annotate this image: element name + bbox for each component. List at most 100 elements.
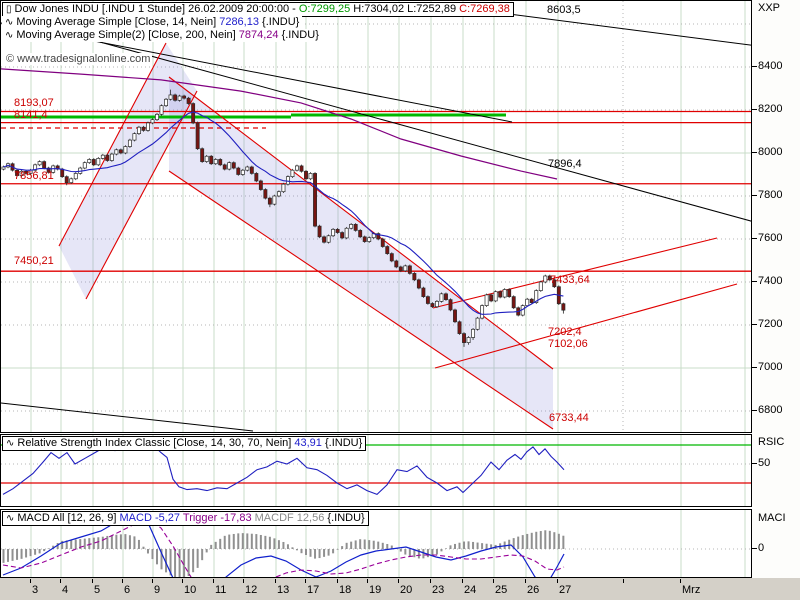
red-trendline — [168, 170, 554, 430]
instrument-title: Dow Jones INDU [.INDU 1 Stunde] 26.02.20… — [14, 3, 296, 15]
time-tick-mark — [525, 579, 526, 583]
red-trendline — [432, 237, 718, 309]
candle-body — [398, 266, 403, 272]
open-value: O:7299,25 — [298, 3, 351, 15]
ma-14-line — [3, 111, 564, 315]
candle-body — [326, 235, 331, 243]
right-price-axis[interactable]: XXP 8400 8200 8000 7800 7600 7400 7200 7000 6800… — [752, 0, 800, 578]
ma-slow-legend[interactable]: ∿ Moving Average Simple(2) [Close, 200, N… — [2, 29, 322, 42]
candle-body — [254, 173, 259, 182]
candle-body — [177, 95, 182, 101]
macd-legend[interactable]: ∿ MACD All [12, 26, 9] MACD -5,27 Trigger… — [2, 511, 369, 526]
time-tick-label: 24 — [464, 584, 477, 596]
time-tick-mark — [430, 579, 431, 583]
ma-fast-legend[interactable]: ∿ Moving Average Simple [Close, 14, Nein]… — [2, 16, 303, 29]
time-tick-label: 10 — [184, 584, 197, 596]
candle-body — [73, 173, 78, 180]
price-annotation: 7450,21 — [14, 255, 54, 267]
rsi-chart-canvas[interactable] — [1, 435, 751, 506]
close-value: C:7269,38 — [459, 3, 510, 15]
time-tick-mark — [493, 579, 494, 583]
red-trendline — [58, 42, 167, 247]
candle-body — [146, 122, 150, 131]
time-axis[interactable]: 3 4 5 6 9 10 11 12 13 17 18 19 20 23 24 25 26 27 Mrz — [0, 578, 800, 600]
macd-chart-canvas[interactable] — [1, 510, 751, 577]
macd-tick-label: 0 — [758, 542, 765, 554]
instrument-legend[interactable]: ▯ Dow Jones INDU [.INDU 1 Stunde] 26.02.2… — [2, 2, 514, 17]
axis-tick-mark — [752, 66, 757, 67]
price-tick-label: 8000 — [758, 146, 783, 158]
time-tick-label: 25 — [495, 584, 508, 596]
candle-body — [430, 303, 435, 308]
macd-histogram-layer — [2, 530, 565, 577]
main-price-panel[interactable]: ▯ Dow Jones INDU [.INDU 1 Stunde] 26.02.2… — [0, 0, 752, 433]
black-trendline — [88, 38, 751, 222]
candle-body — [118, 149, 123, 154]
candle-body — [132, 133, 137, 141]
axis-tick-mark — [752, 367, 757, 368]
candle-body — [453, 309, 457, 323]
time-tick-label: 20 — [400, 584, 413, 596]
candle-body — [15, 169, 19, 176]
candle-body — [295, 165, 299, 171]
candle-body — [164, 98, 168, 107]
time-tick-label: 3 — [32, 584, 39, 596]
candle-body — [186, 97, 191, 104]
macdf-value: MACDF 12,56 — [254, 512, 325, 524]
time-tick-mark — [462, 579, 463, 583]
candle-body — [331, 228, 336, 237]
price-annotation: 8603,5 — [547, 4, 581, 16]
candle-body — [263, 189, 268, 199]
time-tick-mark — [680, 579, 681, 583]
macd-panel[interactable]: ∿ MACD All [12, 26, 9] MACD -5,27 Trigger… — [0, 509, 752, 578]
candle-body — [249, 166, 254, 174]
trend-channel-shade — [169, 77, 553, 429]
axis-tick-mark — [752, 548, 757, 549]
time-tick-mark — [275, 579, 276, 583]
candle-body — [137, 126, 141, 134]
candle-body — [444, 293, 448, 300]
candle-body — [204, 155, 209, 162]
candle-body — [403, 265, 408, 272]
price-annotation: 7102,06 — [548, 338, 588, 350]
candle-body — [367, 237, 372, 242]
candle-body — [258, 180, 263, 190]
candle-body — [380, 238, 385, 247]
black-trendline — [1, 402, 254, 432]
candle-body — [195, 122, 200, 150]
candle-body — [561, 303, 566, 311]
rsi-value: 43,91 — [294, 437, 322, 449]
candle-body — [141, 126, 146, 131]
price-annotation: 7433,64 — [550, 274, 590, 286]
candle-body — [462, 333, 466, 343]
candle-body — [534, 290, 539, 303]
rsi-legend[interactable]: ∿ Relative Strength Index Classic [Close,… — [2, 436, 367, 451]
indicator-wave-icon: ∿ — [6, 513, 15, 524]
price-annotation: 7896,4 — [548, 158, 582, 170]
candle-body — [304, 170, 308, 180]
candle-body — [150, 119, 155, 124]
candle-body — [213, 159, 218, 165]
candle-body — [507, 289, 512, 297]
candle-body — [439, 293, 444, 302]
price-tick-label: 8200 — [758, 103, 783, 115]
candle-body — [218, 159, 223, 166]
candle-body — [385, 246, 390, 254]
indicator-wave-icon: ∿ — [6, 438, 15, 449]
rsi-panel[interactable]: ∿ Relative Strength Index Classic [Close,… — [0, 434, 752, 507]
candle-body — [209, 155, 214, 165]
candle-body — [466, 337, 471, 343]
candle-body — [349, 224, 354, 229]
candle-body — [227, 162, 232, 170]
candle-body — [489, 294, 494, 302]
candle-body — [105, 154, 110, 161]
candle-body — [353, 224, 358, 231]
price-tick-label: 7800 — [758, 189, 783, 201]
main-chart-canvas[interactable] — [1, 1, 751, 432]
red-trendline — [168, 76, 554, 370]
macd-value: MACD -5,27 — [119, 512, 181, 524]
candle-body — [155, 113, 159, 121]
ma-fast-value: 7286,13 — [219, 16, 259, 28]
time-tick-mark — [60, 579, 61, 583]
candle-body — [416, 279, 421, 289]
